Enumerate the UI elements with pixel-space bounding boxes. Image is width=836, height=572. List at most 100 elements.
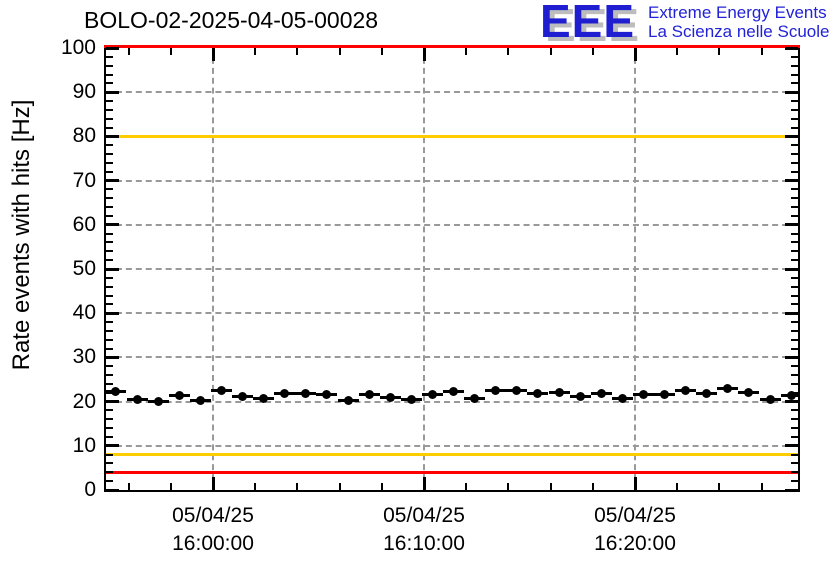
- data-point: [660, 390, 670, 400]
- data-point: [216, 385, 226, 395]
- y-tick-left: [106, 179, 119, 183]
- y-tick-right: [791, 241, 798, 244]
- y-tick-left: [106, 108, 113, 111]
- data-point: [343, 395, 353, 405]
- data-point: [111, 386, 121, 396]
- eee-logo-line1: Extreme Energy Events: [648, 3, 827, 22]
- data-point: [638, 389, 648, 399]
- x-tick-label: 05/04/25 16:10:00: [339, 502, 509, 558]
- y-tick-right: [791, 144, 798, 147]
- y-tick-left: [106, 170, 113, 173]
- x-tick-bottom: [296, 483, 299, 490]
- data-point: [533, 388, 543, 398]
- y-tick-label: 40: [72, 301, 96, 325]
- y-tick-right: [791, 427, 798, 430]
- data-point: [153, 396, 163, 406]
- y-tick-left: [106, 338, 113, 341]
- data-point: [470, 394, 480, 404]
- y-tick-left: [106, 311, 119, 315]
- y-tick-right: [791, 153, 798, 156]
- y-tick-left: [106, 365, 113, 368]
- data-point: [280, 389, 290, 399]
- h-gridline: [106, 312, 798, 315]
- x-tick-top: [169, 48, 172, 55]
- x-tick-bottom: [760, 483, 763, 490]
- data-point: [301, 389, 311, 399]
- y-tick-label: 30: [72, 345, 96, 369]
- y-tick-right: [791, 250, 798, 253]
- y-tick-right: [791, 73, 798, 76]
- y-tick-right: [785, 223, 798, 227]
- threshold-line-4hz: [106, 470, 798, 474]
- y-tick-left: [106, 126, 113, 129]
- threshold-line-100hz: [104, 45, 800, 48]
- data-point: [575, 391, 585, 401]
- x-tick-date: 05/04/25: [383, 504, 465, 527]
- data-point: [491, 385, 501, 395]
- y-tick-left: [106, 250, 113, 253]
- y-tick-left: [106, 153, 113, 156]
- y-tick-right: [791, 294, 798, 297]
- x-tick-bottom: [127, 483, 130, 490]
- y-tick-left: [106, 321, 113, 324]
- data-point: [195, 396, 205, 406]
- chart-title: BOLO-02-2025-04-05-00028: [84, 7, 379, 33]
- data-point: [406, 394, 416, 404]
- eee-logo-text: Extreme Energy Events La Scienza nelle S…: [648, 3, 829, 41]
- y-tick-left: [106, 276, 113, 279]
- threshold-line-80hz: [106, 134, 798, 138]
- y-tick-right: [785, 179, 798, 183]
- y-tick-left: [106, 267, 119, 271]
- x-tick-label: 05/04/25 16:00:00: [128, 502, 298, 558]
- eee-logo-line2: La Scienza nelle Scuole: [648, 22, 830, 41]
- y-tick-right: [791, 55, 798, 58]
- x-tick-date: 05/04/25: [172, 504, 254, 527]
- y-tick-left: [106, 285, 113, 288]
- y-tick-left: [106, 374, 113, 377]
- x-tick-top: [338, 48, 341, 55]
- y-tick-right: [785, 311, 798, 315]
- y-tick-right: [791, 321, 798, 324]
- data-point: [174, 390, 184, 400]
- x-tick-top: [507, 48, 510, 55]
- y-tick-left: [106, 197, 113, 200]
- y-tick-label: 80: [72, 124, 96, 148]
- y-tick-right: [791, 347, 798, 350]
- x-tick-top: [676, 48, 679, 55]
- y-tick-right: [791, 453, 798, 456]
- x-tick-bottom: [169, 483, 172, 490]
- y-tick-right: [791, 232, 798, 235]
- x-tick-label: 05/04/25 16:20:00: [550, 502, 720, 558]
- h-gridline: [106, 223, 798, 226]
- y-tick-left: [106, 46, 119, 50]
- y-tick-right: [791, 391, 798, 394]
- y-tick-left: [106, 355, 119, 359]
- y-tick-right: [791, 64, 798, 67]
- y-tick-left: [106, 134, 119, 138]
- y-tick-right: [791, 126, 798, 129]
- y-tick-left: [106, 259, 113, 262]
- x-tick-bottom: [507, 483, 510, 490]
- x-tick-top: [760, 48, 763, 55]
- y-tick-left: [106, 409, 113, 412]
- eee-logo-letters: EEE: [540, 0, 636, 47]
- y-tick-right: [791, 338, 798, 341]
- x-tick-top: [465, 48, 468, 55]
- y-tick-right: [791, 382, 798, 385]
- x-tick-bottom: [676, 483, 679, 490]
- x-tick-time: 16:10:00: [383, 532, 465, 555]
- x-tick-top: [211, 48, 215, 61]
- x-tick-bottom: [211, 477, 215, 490]
- data-point: [681, 385, 691, 395]
- v-gridline: [634, 48, 636, 490]
- y-tick-right: [791, 462, 798, 465]
- plot-frame: [104, 45, 800, 492]
- y-tick-left: [106, 206, 113, 209]
- y-tick-right: [791, 197, 798, 200]
- y-tick-left: [106, 347, 113, 350]
- y-tick-right: [791, 418, 798, 421]
- x-tick-bottom: [549, 483, 552, 490]
- y-tick-left: [106, 453, 113, 456]
- y-tick-right: [791, 188, 798, 191]
